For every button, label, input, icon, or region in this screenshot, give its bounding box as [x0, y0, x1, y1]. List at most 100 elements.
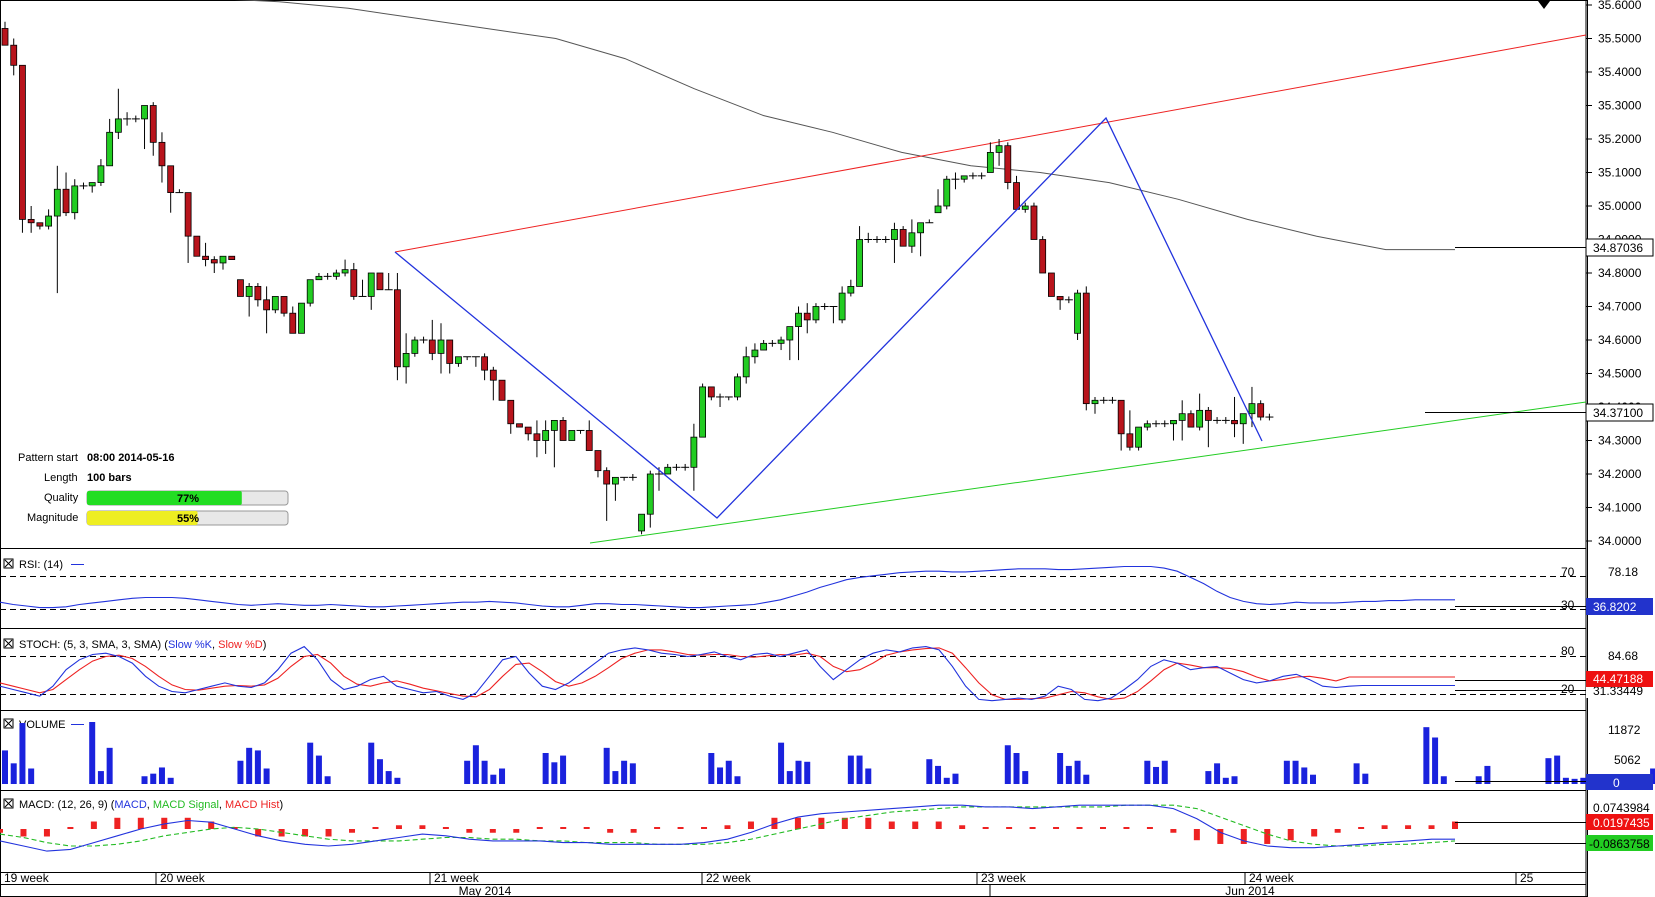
- candle-bear: [585, 430, 593, 451]
- rsi-title: RSI: (14): [19, 559, 63, 571]
- volume-bar: [1065, 765, 1072, 784]
- macd-hist-bar: [630, 829, 637, 833]
- candle-bull: [960, 175, 968, 180]
- moving-average-line: [234, 0, 1455, 251]
- candle-bear: [202, 255, 209, 260]
- macd-hist-bar: [419, 825, 426, 829]
- chevron-down-icon[interactable]: [1538, 1, 1550, 9]
- volume-bar: [865, 768, 872, 784]
- candle-bull: [315, 275, 323, 281]
- volume-bar: [1475, 776, 1482, 784]
- week-label: 19 week: [4, 871, 50, 885]
- price-tick-label: 34.7000: [1598, 300, 1642, 314]
- candle-bear: [1004, 145, 1012, 183]
- macd-hist-bar: [1053, 827, 1060, 829]
- candle-bull: [1196, 409, 1204, 428]
- macd-hist-bar: [982, 827, 989, 829]
- volume-bar: [935, 765, 942, 784]
- volume-bar: [786, 771, 793, 784]
- candle-bull: [332, 272, 340, 277]
- stoch-lines: [0, 645, 1455, 702]
- macd-lines: [0, 804, 1458, 852]
- macd-hist-value-box: [1586, 814, 1653, 830]
- macd-hist-bar: [395, 825, 402, 829]
- volume-bar: [106, 747, 113, 784]
- pattern-start-value: 08:00 2014-05-16: [87, 452, 174, 464]
- macd-hist-bar: [1381, 825, 1388, 829]
- length-label: Length: [44, 472, 78, 484]
- candle-bull: [1170, 419, 1177, 425]
- macd-value-box: [1586, 835, 1653, 851]
- candle-bear: [507, 399, 515, 425]
- week-label: 20 week: [160, 871, 206, 885]
- volume-bar: [499, 768, 506, 784]
- candle-bull: [141, 105, 148, 120]
- zigzag-line: [394, 116, 1263, 519]
- volume-bar: [490, 774, 497, 784]
- macd-hist-bar: [536, 827, 543, 829]
- candle-bull: [908, 232, 916, 247]
- volume-bar: [1004, 745, 1011, 784]
- candle-bear: [280, 296, 288, 314]
- volume-bar: [1022, 771, 1029, 784]
- candle-bear: [1231, 419, 1238, 425]
- candle-bull: [219, 255, 227, 264]
- macd-hist-bar: [349, 829, 356, 833]
- macd-hist-bar: [841, 817, 848, 829]
- macd-hist-bar: [1358, 827, 1365, 829]
- candle-bear: [803, 312, 811, 321]
- candle-bull: [856, 239, 863, 287]
- volume-bar: [1292, 760, 1299, 784]
- candle-bull: [690, 436, 698, 468]
- volume-bar: [734, 776, 741, 784]
- candle-bear: [1030, 205, 1038, 240]
- support-line: [589, 401, 1587, 544]
- volume-bar: [1301, 767, 1308, 784]
- volume-bar: [1440, 776, 1447, 784]
- macd-hist-bar: [959, 825, 966, 829]
- week-label: 22 week: [706, 871, 752, 885]
- stoch-d-path: [0, 647, 1455, 700]
- macd-axis-label: 0.0743984: [1593, 801, 1650, 815]
- candle-bear: [19, 64, 26, 220]
- candle-bull: [943, 178, 951, 207]
- macd-hist-bar: [325, 829, 332, 837]
- macd-hist-bar: [888, 821, 895, 829]
- volume-bar: [1161, 760, 1168, 784]
- candle-bull: [812, 306, 820, 321]
- volume-bar: [376, 759, 383, 784]
- candle-bull: [53, 188, 61, 217]
- volume-bar: [560, 755, 567, 784]
- candle-bull: [455, 356, 462, 364]
- stoch-axis-label: 84.68: [1608, 649, 1638, 663]
- volume-bar: [1432, 737, 1439, 784]
- volume-bar: [141, 776, 148, 784]
- candle-bear: [428, 339, 436, 354]
- candle-bull: [646, 473, 654, 515]
- price-tick-label: 34.0000: [1598, 534, 1642, 548]
- volume-bar: [943, 777, 950, 784]
- macd-hist-bar: [747, 821, 754, 829]
- candle-bull: [1239, 413, 1247, 425]
- macd-hist-bar: [560, 827, 567, 829]
- volume-bar: [952, 773, 959, 784]
- candle-bull: [542, 430, 550, 441]
- macd-hist-bar: [1123, 827, 1130, 829]
- candle-bear: [27, 218, 35, 224]
- candle-bull: [411, 339, 419, 354]
- volume-bar: [481, 760, 488, 784]
- price-tick-label: 35.6000: [1598, 0, 1642, 12]
- candle-bear: [36, 222, 44, 227]
- volume-bar: [1214, 763, 1221, 784]
- length-value: 100 bars: [87, 472, 132, 484]
- candle-bear: [228, 255, 236, 260]
- candle-bull: [638, 513, 645, 532]
- candle-bear: [533, 433, 541, 441]
- macd-title: MACD: (12, 26, 9) (MACD, MACD Signal, MA…: [19, 799, 283, 811]
- candle-bull: [986, 151, 994, 173]
- last-price-label: 34.37100: [1425, 403, 1654, 422]
- moving-average-path: [234, 0, 1455, 251]
- macd-hist-bar: [1006, 827, 1013, 829]
- macd-hist-bar: [583, 827, 590, 829]
